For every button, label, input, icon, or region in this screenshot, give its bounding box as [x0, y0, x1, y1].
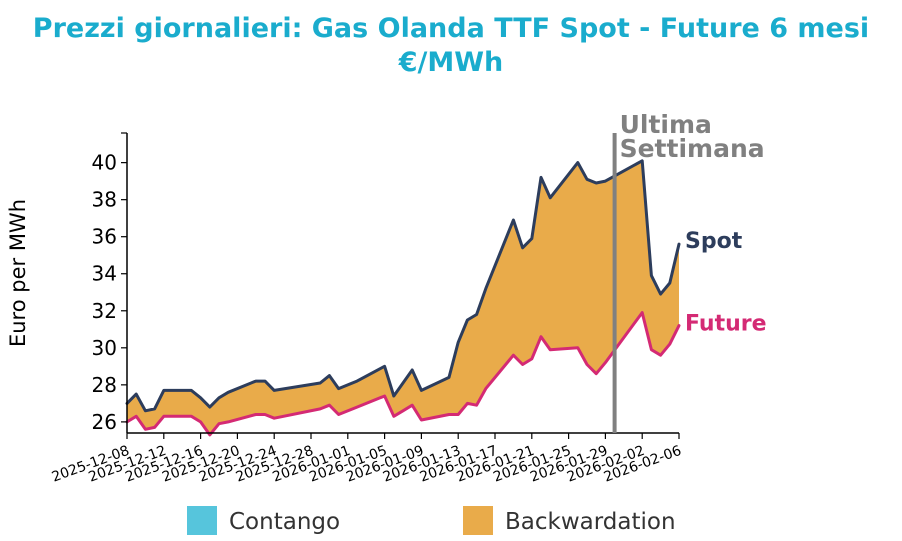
- y-tick-label: 28: [92, 373, 117, 397]
- y-tick-label: 30: [92, 336, 117, 360]
- last-week-label: Settimana: [620, 134, 765, 163]
- y-tick-label: 40: [92, 151, 117, 175]
- legend-swatch-contango: [187, 506, 217, 535]
- spot-end-label: Spot: [685, 229, 743, 254]
- legend-label-backwardation: Backwardation: [505, 509, 676, 535]
- last-week-label: Ultima: [620, 110, 712, 139]
- y-tick-label: 36: [92, 225, 117, 249]
- y-tick-label: 32: [92, 299, 117, 323]
- chart-subtitle: €/MWh: [398, 47, 504, 78]
- label-layer: Spot Future: [685, 229, 767, 336]
- legend-swatch-backwardation: [463, 506, 493, 535]
- y-axis-label: Euro per MWh: [6, 199, 30, 347]
- spot-line: [125, 159, 681, 413]
- chart-title-block: Prezzi giornalieri: Gas Olanda TTF Spot …: [0, 12, 902, 80]
- y-tick-label: 38: [92, 188, 117, 212]
- chart-title: Prezzi giornalieri: Gas Olanda TTF Spot …: [32, 13, 870, 44]
- legend-label-contango: Contango: [229, 509, 340, 535]
- legend-layer: Contango Backwardation: [187, 506, 676, 535]
- backwardation-area: [127, 160, 679, 435]
- y-tick-label: 34: [92, 262, 117, 286]
- y-tick-label: 26: [92, 410, 117, 434]
- line-layer: [125, 159, 681, 437]
- future-line: [125, 311, 681, 437]
- area-layer: [127, 160, 679, 435]
- future-end-label: Future: [685, 312, 767, 337]
